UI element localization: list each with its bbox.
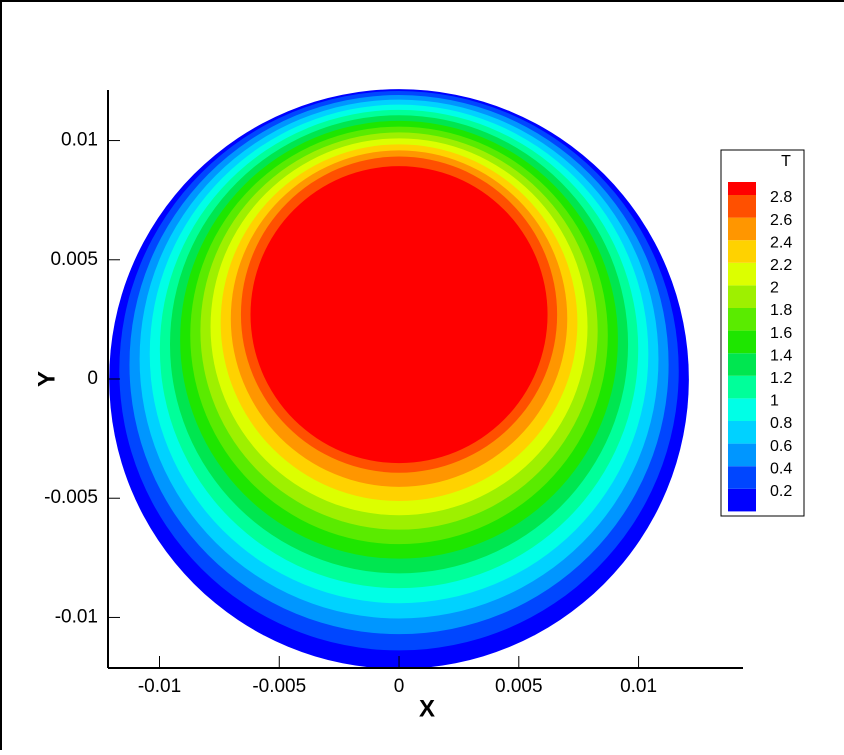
legend-swatch xyxy=(728,421,756,444)
legend-label: 1 xyxy=(770,393,779,410)
y-tick-label: 0.005 xyxy=(50,249,98,270)
contour-core xyxy=(250,166,548,464)
legend-swatch xyxy=(728,466,756,489)
legend-swatch xyxy=(728,240,756,263)
contour-field xyxy=(109,89,689,669)
legend-label: 2.2 xyxy=(770,257,792,274)
x-tick-label: 0 xyxy=(394,676,405,697)
y-tick-label: -0.005 xyxy=(44,487,98,508)
legend-label: 1.4 xyxy=(770,347,792,364)
legend-label: 0.4 xyxy=(770,460,792,477)
legend-label: 0.2 xyxy=(770,483,792,500)
legend-label: 1.2 xyxy=(770,370,792,387)
legend-label: 0.8 xyxy=(770,415,792,432)
legend-swatch xyxy=(728,195,756,218)
legend-swatch xyxy=(728,443,756,467)
x-tick-label: -0.005 xyxy=(252,676,306,697)
legend-swatch xyxy=(728,488,756,512)
y-tick-label: -0.01 xyxy=(55,606,98,627)
legend-swatch xyxy=(728,330,756,354)
legend-title: T xyxy=(781,153,791,170)
legend-label: 1.8 xyxy=(770,302,792,319)
legend-swatch xyxy=(728,182,756,195)
x-tick-label: 0.005 xyxy=(495,676,543,697)
legend-swatch xyxy=(728,308,756,331)
legend-label: 0.6 xyxy=(770,438,792,455)
legend-swatch xyxy=(728,217,756,241)
x-tick-label: -0.01 xyxy=(138,676,181,697)
y-tick-label: 0.01 xyxy=(61,130,98,151)
y-axis-label: Y xyxy=(33,371,60,387)
legend-label: 2 xyxy=(770,280,779,297)
legend-label: 2.4 xyxy=(770,234,792,251)
legend-label: 2.6 xyxy=(770,212,792,229)
legend-swatch xyxy=(728,262,756,286)
x-axis-label: X xyxy=(419,695,435,722)
x-tick-label: 0.01 xyxy=(620,676,657,697)
legend-swatch xyxy=(728,285,756,308)
legend-label: 1.6 xyxy=(770,325,792,342)
legend-swatch xyxy=(728,398,756,421)
legend-swatch xyxy=(728,353,756,376)
y-tick-label: 0 xyxy=(87,368,98,389)
legend-label: 2.8 xyxy=(770,189,792,206)
legend-swatch xyxy=(728,375,756,399)
